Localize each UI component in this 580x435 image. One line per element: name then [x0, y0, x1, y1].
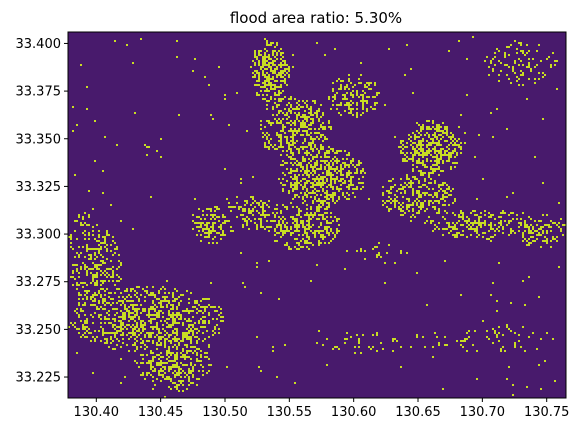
x-axis: 130.40 130.45 130.50 130.55 130.60 130.65 130.…	[74, 398, 570, 420]
x-tick-label: 130.65	[395, 405, 441, 420]
plot-frame	[67, 31, 567, 399]
y-tick-label: 33.375	[16, 85, 62, 100]
x-tick-label: 130.75	[524, 405, 570, 420]
y-tick-label: 33.400	[16, 37, 62, 52]
x-tick-label: 130.70	[460, 405, 506, 420]
flood-raster	[68, 36, 566, 398]
flooded-pixels	[68, 36, 566, 398]
y-tick-label: 33.225	[16, 371, 62, 386]
y-axis: 33.225 33.250 33.275 33.300 33.325 33.350 33.3…	[16, 37, 68, 386]
chart-title: flood area ratio: 5.30%	[230, 9, 402, 27]
x-tick-label: 130.55	[267, 405, 313, 420]
y-tick-label: 33.300	[16, 228, 62, 243]
y-tick-label: 33.275	[16, 275, 62, 290]
plot-area	[67, 31, 567, 399]
y-tick-label: 33.325	[16, 180, 62, 195]
y-tick-label: 33.250	[16, 323, 62, 338]
x-tick-label: 130.60	[331, 405, 377, 420]
y-tick-label: 33.350	[16, 132, 62, 147]
x-tick-label: 130.45	[138, 405, 184, 420]
x-tick-label: 130.40	[74, 405, 120, 420]
x-tick-label: 130.50	[202, 405, 248, 420]
